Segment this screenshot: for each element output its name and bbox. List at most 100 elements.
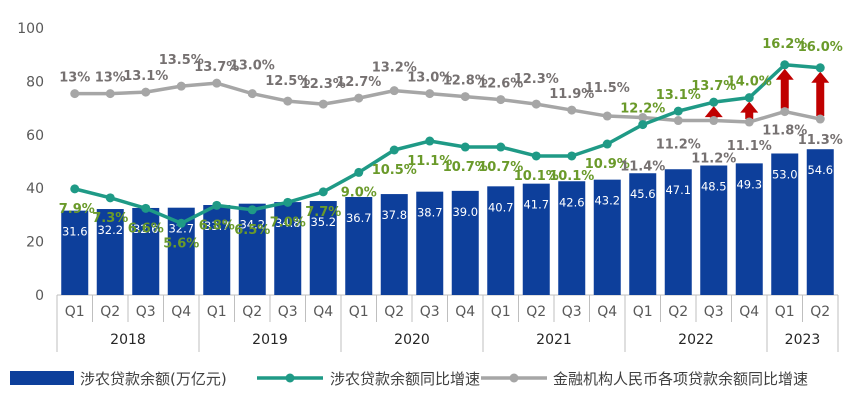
agri-growth-label: 7.3% [92, 211, 128, 226]
y-tick-label: 40 [26, 181, 44, 197]
financial-loan-growth-point [105, 89, 115, 99]
financial-growth-label: 13.5% [159, 53, 204, 68]
financial-growth-label: 11.8% [762, 124, 807, 139]
financial-growth-label: 11.1% [727, 139, 772, 154]
agri-growth-label: 5.6% [163, 236, 199, 251]
agri-growth-label: 6.5% [234, 223, 270, 238]
financial-growth-label: 11.9% [549, 87, 594, 102]
agri-growth-label: 12.2% [620, 102, 665, 117]
agri-loan-growth-line [74, 63, 821, 226]
bar-value-label: 36.7 [346, 211, 372, 225]
financial-loan-growth-point [389, 86, 399, 96]
axes: 0 20 40 60 80 100 Q1 Q2 Q3 Q4 Q1 Q2 Q3 Q4 Q1 Q2 Q3 Q4 Q1 Q2… [17, 21, 839, 352]
legend-label-bar: 涉农贷款余额(万亿元) [80, 370, 227, 388]
financial-growth-label: 11.2% [656, 138, 701, 153]
gap-arrow-head [775, 68, 794, 80]
x-tick-label: Q2 [384, 304, 404, 320]
legend-label-agri: 涉农贷款余额同比增速 [330, 370, 480, 388]
x-tick-label: Q2 [526, 304, 546, 320]
agri-loan-growth-point [815, 63, 825, 73]
agri-loan-growth-point [283, 197, 293, 207]
bar-value-label: 42.6 [559, 195, 585, 209]
bar-value-label: 34.2 [239, 218, 265, 232]
y-tick-label: 100 [17, 21, 44, 37]
gap-arrow-shaft [816, 80, 825, 117]
financial-growth-label: 12.3% [514, 72, 559, 87]
legend-label-financial: 金融机构人民币各项贷款余额同比增速 [553, 370, 808, 388]
agri-growth-label: 13.1% [656, 88, 701, 103]
agri-growth-label: 7.7% [305, 205, 341, 220]
agri-loan-growth-point [212, 200, 222, 210]
financial-growth-label: 13.0% [230, 59, 275, 74]
bar-value-label: 40.7 [488, 200, 514, 214]
agri-growth-label: 7.0% [270, 215, 306, 230]
bar [61, 210, 89, 295]
x-tick-label: Q3 [420, 304, 440, 320]
bar-value-label: 49.3 [736, 177, 762, 191]
x-tick-label: Q4 [313, 304, 333, 320]
line-data-labels: 7.9%7.3%6.6%5.6%6.8% 6.5% 7.0%7.7%9.0% 10.5… [59, 37, 843, 251]
bar [487, 186, 515, 295]
agri-growth-label: 10.5% [372, 163, 417, 178]
agri-loan-growth-point [318, 187, 328, 197]
y-tick-label: 60 [26, 128, 44, 144]
bar-value-label: 33.7 [204, 219, 230, 233]
financial-loan-growth-point [815, 114, 825, 124]
agri-loan-growth-point [531, 151, 541, 161]
year-label: 2023 [785, 332, 821, 348]
year-label: 2021 [536, 332, 572, 348]
financial-loan-growth-point [318, 99, 328, 109]
x-tick-label: Q1 [349, 304, 369, 320]
gap-arrow-head [811, 71, 830, 83]
agri-loan-growth-point [673, 106, 683, 116]
agri-growth-label: 10.1% [549, 169, 594, 184]
agri-growth-label: 13.7% [691, 79, 736, 94]
financial-growth-label: 11.5% [585, 81, 630, 96]
agri-loan-growth-point [780, 60, 790, 70]
financial-growth-label: 13% [95, 71, 126, 86]
gap-arrow-head [704, 106, 723, 118]
agri-growth-label: 10.7% [443, 160, 488, 175]
agri-growth-label: 10.7% [478, 160, 523, 175]
gap-arrow-shaft [780, 77, 789, 109]
financial-loan-growth-point [354, 93, 364, 103]
agri-loan-growth-point [389, 145, 399, 155]
financial-loan-growth-point [531, 99, 541, 109]
x-tick-label: Q2 [668, 304, 688, 320]
legend-swatch-bar [10, 371, 74, 385]
year-label: 2019 [252, 332, 288, 348]
financial-loan-growth-point [70, 89, 80, 99]
x-tick-label: Q1 [207, 304, 227, 320]
financial-loan-growth-point [212, 78, 222, 88]
bar [274, 202, 302, 295]
financial-loan-growth-line [74, 81, 821, 124]
agri-loan-growth-point [176, 218, 186, 228]
financial-growth-label: 11.4% [620, 160, 665, 175]
agri-loan-growth-point [567, 151, 577, 161]
gap-arrow-head [740, 101, 759, 113]
x-tick-label: Q4 [171, 304, 191, 320]
financial-loan-growth-point [460, 92, 470, 102]
agri-loan-growth-point [709, 97, 719, 107]
x-tick-label: Q2 [810, 304, 830, 320]
bar-value-label: 31.6 [62, 225, 88, 239]
bar [380, 194, 408, 295]
agri-growth-label: 9.0% [341, 185, 377, 200]
agri-growth-label: 7.9% [59, 202, 95, 217]
bar-value-label: 39.0 [452, 205, 478, 219]
x-tick-label: Q3 [704, 304, 724, 320]
x-tick-label: Q3 [562, 304, 582, 320]
bar-value-label: 53.0 [772, 167, 798, 181]
y-tick-label: 80 [26, 74, 44, 90]
x-tick-label: Q3 [278, 304, 298, 320]
y-tick-label: 0 [35, 288, 44, 304]
agri-loan-growth-point [744, 93, 754, 103]
financial-loan-growth-point [496, 95, 506, 105]
agri-growth-label: 6.8% [199, 218, 235, 233]
bar [309, 201, 337, 295]
financial-loan-growth-point [247, 89, 257, 99]
financial-loan-growth-point [602, 111, 612, 121]
agri-growth-label: 14.0% [727, 75, 772, 90]
agri-loan-growth-point [70, 184, 80, 194]
y-tick-label: 20 [26, 235, 44, 251]
